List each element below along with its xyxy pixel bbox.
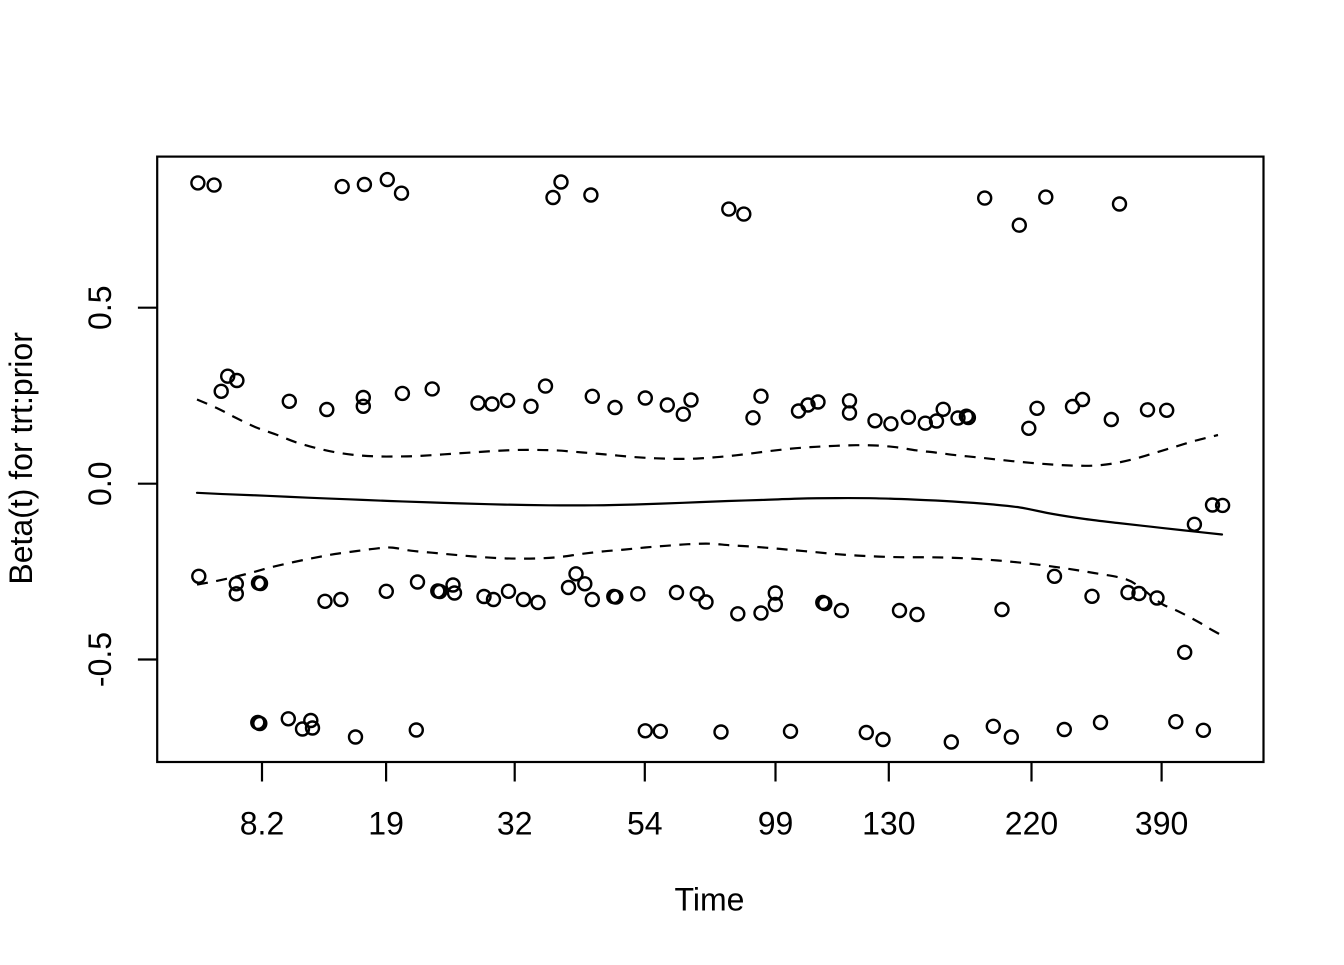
- svg-text:-0.5: -0.5: [82, 632, 118, 687]
- svg-text:19: 19: [368, 806, 404, 842]
- svg-text:390: 390: [1135, 806, 1188, 842]
- svg-text:Beta(t) for trt:prior: Beta(t) for trt:prior: [3, 332, 39, 585]
- svg-text:32: 32: [497, 806, 533, 842]
- svg-text:54: 54: [627, 806, 663, 842]
- svg-text:8.2: 8.2: [240, 806, 284, 842]
- svg-text:130: 130: [862, 806, 915, 842]
- svg-text:220: 220: [1005, 806, 1058, 842]
- svg-text:0.0: 0.0: [82, 461, 118, 505]
- svg-text:99: 99: [758, 806, 794, 842]
- svg-text:Time: Time: [675, 882, 745, 918]
- svg-text:0.5: 0.5: [82, 285, 118, 329]
